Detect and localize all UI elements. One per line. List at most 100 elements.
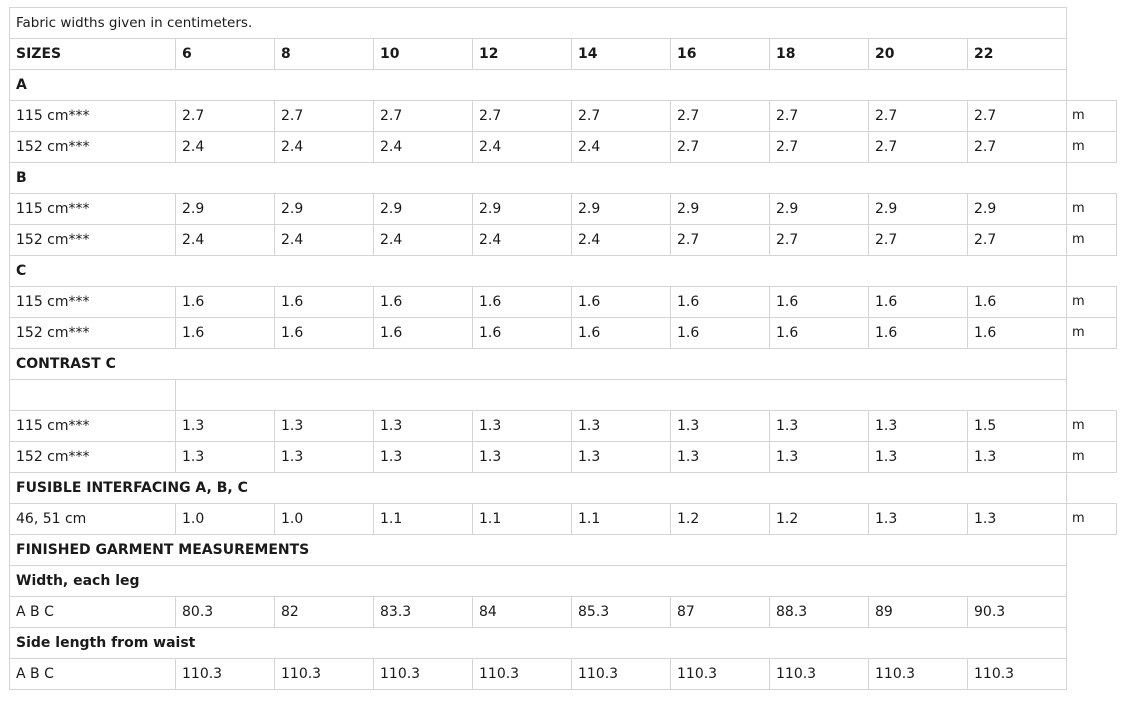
size-value-cell: 1.3 <box>571 410 671 442</box>
size-value-cell: 2.7 <box>868 100 968 132</box>
empty-cell <box>1067 163 1117 194</box>
size-value-cell: 1.3 <box>274 410 374 442</box>
section-title: Side length from waist <box>9 627 1067 659</box>
fabric-width-note: Fabric widths given in centimeters. <box>9 7 1067 39</box>
section-title-row: FUSIBLE INTERFACING A, B, C <box>9 472 1117 504</box>
size-value-cell: 85.3 <box>571 596 671 628</box>
unit-cell: m <box>1066 131 1117 163</box>
size-value-cell: 82 <box>274 596 374 628</box>
size-value-cell: 110.3 <box>472 658 572 690</box>
sizes-header-row: SIZES 6 8 10 12 14 16 18 20 22 <box>9 38 1117 70</box>
size-value-cell: 1.3 <box>373 441 473 473</box>
size-value-cell: 1.3 <box>670 441 770 473</box>
size-value-cell: 84 <box>472 596 572 628</box>
size-value-cell: 2.9 <box>868 193 968 225</box>
size-value-cell: 2.7 <box>967 100 1067 132</box>
size-header-22: 22 <box>967 38 1067 70</box>
size-value-cell: 1.3 <box>670 410 770 442</box>
empty-cell <box>1067 628 1117 659</box>
size-value-cell: 2.7 <box>175 100 275 132</box>
row-label: 115 cm*** <box>9 410 176 442</box>
size-value-cell: 1.6 <box>175 317 275 349</box>
size-value-cell: 1.3 <box>175 410 275 442</box>
size-value-cell: 2.4 <box>175 224 275 256</box>
section-title-row: FINISHED GARMENT MEASUREMENTS <box>9 534 1117 566</box>
size-value-cell: 1.6 <box>769 317 869 349</box>
size-value-cell: 2.9 <box>670 193 770 225</box>
table-row: 46, 51 cm 1.0 1.0 1.1 1.1 1.1 1.2 1.2 1.3 1.3 m <box>9 503 1117 535</box>
unit-cell: m <box>1066 224 1117 256</box>
size-value-cell: 2.4 <box>274 224 374 256</box>
size-header-16: 16 <box>670 38 770 70</box>
unit-cell: m <box>1066 286 1117 318</box>
size-value-cell: 1.6 <box>868 286 968 318</box>
size-value-cell: 1.3 <box>373 410 473 442</box>
row-label: 115 cm*** <box>9 100 176 132</box>
row-label: 152 cm*** <box>9 317 176 349</box>
size-value-cell: 2.7 <box>472 100 572 132</box>
row-label: 152 cm*** <box>9 224 176 256</box>
size-value-cell: 1.3 <box>967 503 1067 535</box>
size-value-cell: 2.7 <box>868 224 968 256</box>
unit-cell: m <box>1066 441 1117 473</box>
size-value-cell: 2.7 <box>571 100 671 132</box>
table-row: 115 cm*** 1.3 1.3 1.3 1.3 1.3 1.3 1.3 1.3 1.5 m <box>9 410 1117 442</box>
unit-cell: m <box>1066 100 1117 132</box>
size-value-cell: 2.4 <box>373 131 473 163</box>
table-row: A B C 110.3 110.3 110.3 110.3 110.3 110.3 110.3… <box>9 658 1117 690</box>
size-value-cell: 1.3 <box>769 410 869 442</box>
table-row: 152 cm*** 2.4 2.4 2.4 2.4 2.4 2.7 2.7 2.7 2.7 m <box>9 131 1117 163</box>
size-value-cell: 1.1 <box>472 503 572 535</box>
size-value-cell: 1.6 <box>472 286 572 318</box>
empty-cell <box>1067 566 1117 597</box>
size-value-cell: 2.4 <box>175 131 275 163</box>
size-value-cell: 110.3 <box>868 658 968 690</box>
size-value-cell: 1.3 <box>274 441 374 473</box>
section-title-row: CONTRAST C <box>9 348 1117 380</box>
empty-cell <box>1067 659 1117 690</box>
size-value-cell: 1.3 <box>571 441 671 473</box>
table-row: 115 cm*** 1.6 1.6 1.6 1.6 1.6 1.6 1.6 1.6 1.6 m <box>9 286 1117 318</box>
size-value-cell: 2.7 <box>967 224 1067 256</box>
section-title: B <box>9 162 1067 194</box>
table-row: 152 cm*** 1.6 1.6 1.6 1.6 1.6 1.6 1.6 1.6 1.6 m <box>9 317 1117 349</box>
size-value-cell: 2.7 <box>967 131 1067 163</box>
size-value-cell: 110.3 <box>175 658 275 690</box>
size-value-cell: 1.6 <box>868 317 968 349</box>
size-value-cell: 2.4 <box>571 224 671 256</box>
empty-cell <box>1067 70 1117 101</box>
size-value-cell: 1.3 <box>868 503 968 535</box>
table-row: 115 cm*** 2.9 2.9 2.9 2.9 2.9 2.9 2.9 2.9 2.9 m <box>9 193 1117 225</box>
size-value-cell: 1.6 <box>373 286 473 318</box>
row-label: 152 cm*** <box>9 441 176 473</box>
size-value-cell: 1.3 <box>868 441 968 473</box>
section-title-row: Side length from waist <box>9 627 1117 659</box>
size-value-cell: 2.7 <box>868 131 968 163</box>
row-label: A B C <box>9 596 176 628</box>
table-row: 152 cm*** 2.4 2.4 2.4 2.4 2.4 2.7 2.7 2.7 2.7 m <box>9 224 1117 256</box>
size-value-cell: 1.1 <box>571 503 671 535</box>
size-value-cell: 88.3 <box>769 596 869 628</box>
size-value-cell: 1.6 <box>670 317 770 349</box>
row-label: 115 cm*** <box>9 193 176 225</box>
section-title-row: C <box>9 255 1117 287</box>
size-value-cell: 1.0 <box>175 503 275 535</box>
section-title: FUSIBLE INTERFACING A, B, C <box>9 472 1067 504</box>
empty-cell <box>1067 597 1117 628</box>
size-value-cell: 1.6 <box>670 286 770 318</box>
size-value-cell: 2.7 <box>373 100 473 132</box>
section-title-row: Width, each leg <box>9 565 1117 597</box>
empty-cell <box>1067 8 1117 39</box>
size-value-cell: 1.1 <box>373 503 473 535</box>
size-value-cell: 2.9 <box>967 193 1067 225</box>
section-title: A <box>9 69 1067 101</box>
size-value-cell: 2.9 <box>769 193 869 225</box>
section-title: FINISHED GARMENT MEASUREMENTS <box>9 534 1067 566</box>
table-row: A B C 80.3 82 83.3 84 85.3 87 88.3 89 90.3 <box>9 596 1117 628</box>
size-value-cell: 2.7 <box>274 100 374 132</box>
size-value-cell: 2.4 <box>571 131 671 163</box>
note-row: Fabric widths given in centimeters. <box>9 7 1117 39</box>
size-value-cell: 1.3 <box>472 441 572 473</box>
size-value-cell: 1.0 <box>274 503 374 535</box>
size-value-cell: 2.4 <box>274 131 374 163</box>
